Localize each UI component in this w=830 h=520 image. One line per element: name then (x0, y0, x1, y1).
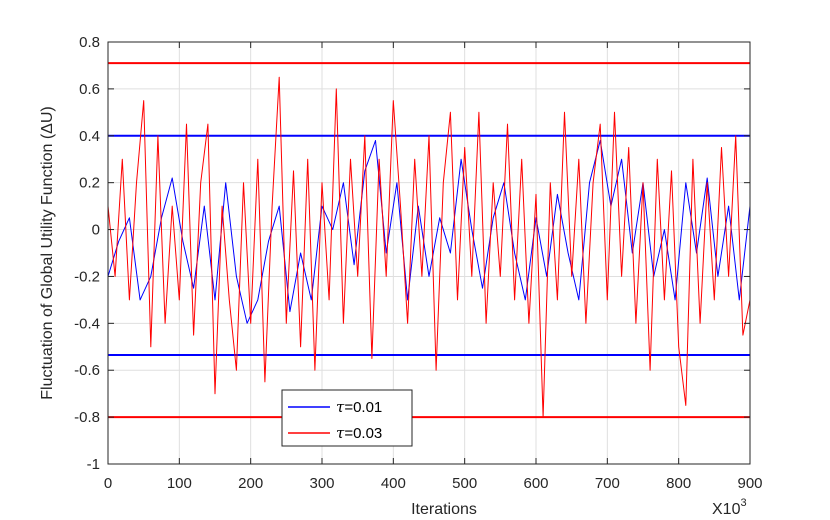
ticks: 0 100 200 300 400 500 600 700 800 900 -1 -0.8 -0.6 -0… (74, 34, 762, 492)
x-tick-label: 700 (595, 475, 620, 492)
x-axis-label: Iterations (411, 501, 477, 518)
x-tick-label: 100 (167, 475, 192, 492)
legend: τ=0.01 τ=0.03 (281, 389, 413, 447)
x-tick-label: 800 (666, 475, 691, 492)
x-tick-label: 500 (452, 475, 477, 492)
y-axis-label: Fluctuation of Global Utility Function (… (39, 106, 56, 399)
y-tick-label: -0.6 (74, 362, 100, 379)
x-axis-multiplier-base: X10 (712, 501, 741, 518)
y-tick-label: 0 (92, 222, 100, 239)
legend-box (281, 389, 413, 447)
x-tick-label: 200 (238, 475, 263, 492)
legend-label-tau-003: τ=0.03 (336, 424, 382, 442)
x-tick-label: 600 (523, 475, 548, 492)
y-tick-label: -0.2 (74, 268, 100, 285)
series-layer (107, 62, 751, 419)
y-tick-label: 0.2 (79, 175, 100, 192)
x-axis-multiplier: X103 (712, 497, 747, 518)
legend-label-tau-001: τ=0.01 (336, 398, 382, 416)
x-tick-label: 300 (309, 475, 334, 492)
x-axis-multiplier-exponent: 3 (740, 497, 746, 509)
series-line-1 (107, 76, 751, 418)
y-tick-label: 0.8 (79, 34, 100, 51)
y-tick-label: -1 (87, 456, 100, 473)
y-tick-label: 0.4 (79, 128, 100, 145)
plot-area: 0 100 200 300 400 500 600 700 800 900 -1 -0.8 -0.6 -0… (74, 34, 762, 492)
y-tick-label: -0.4 (74, 315, 100, 332)
x-tick-label: 900 (737, 475, 762, 492)
x-tick-label: 0 (104, 475, 112, 492)
y-tick-label: 0.6 (79, 81, 100, 98)
x-tick-label: 400 (381, 475, 406, 492)
plot-frame (107, 41, 751, 465)
y-tick-label: -0.8 (74, 409, 100, 426)
